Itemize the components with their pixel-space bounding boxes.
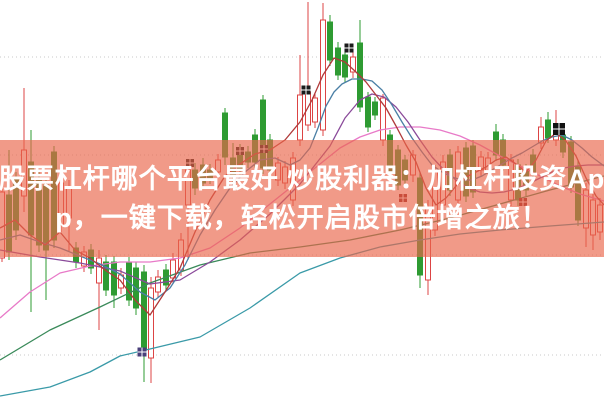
- promo-text-line-1: 股票杠杆哪个平台最好 炒股利器：加杠杆投资Ap: [0, 163, 604, 194]
- promo-text-line-2: p，一键下载，轻松开启股市倍增之旅！: [55, 202, 549, 233]
- promo-overlay-banner: 股票杠杆哪个平台最好 炒股利器：加杠杆投资Ap p，一键下载，轻松开启股市倍增之…: [0, 140, 604, 257]
